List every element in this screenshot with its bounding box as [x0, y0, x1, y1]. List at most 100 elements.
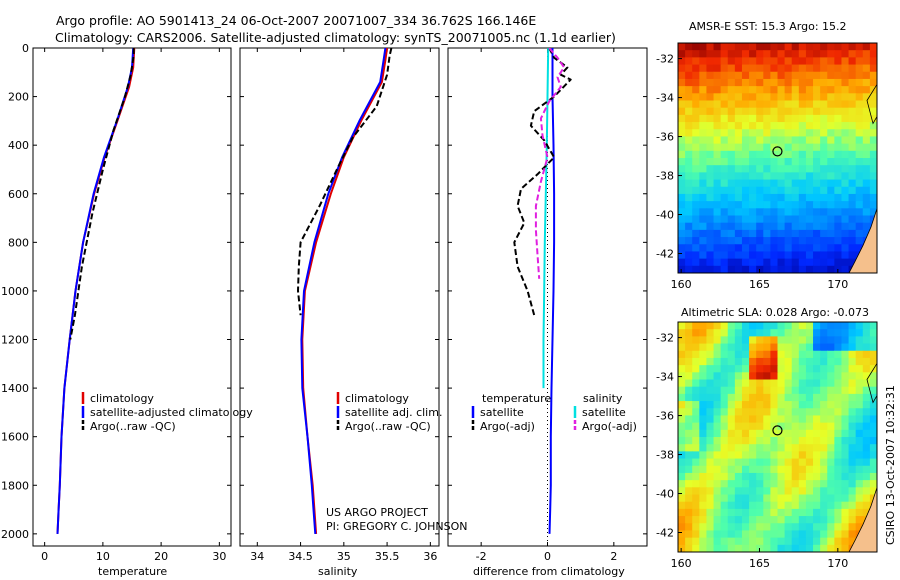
heatmap-cell — [727, 150, 736, 159]
heatmap-cell — [713, 494, 722, 503]
heatmap-cell — [720, 415, 729, 424]
heatmap-cell — [834, 508, 843, 517]
heatmap-cell — [699, 322, 708, 330]
heatmap-cell — [813, 329, 821, 337]
heatmap-cell — [749, 437, 757, 445]
heatmap-cell — [855, 150, 864, 159]
heatmap-cell — [855, 472, 864, 481]
heatmap-cell — [678, 265, 686, 273]
heatmap-cell — [805, 201, 814, 209]
heatmap-cell — [784, 537, 793, 546]
heatmap-cell — [862, 172, 871, 181]
heatmap-cell — [692, 408, 700, 417]
heatmap-cell — [720, 465, 729, 474]
heatmap-cell — [749, 244, 757, 253]
heatmap-cell — [692, 357, 700, 366]
heatmap-cell — [749, 64, 757, 73]
heatmap-cell — [813, 322, 821, 330]
heatmap-cell — [706, 429, 715, 438]
heatmap-cell — [713, 393, 722, 402]
heatmap-cell — [805, 107, 814, 116]
heatmap-cell — [727, 107, 736, 116]
heatmap-cell — [869, 165, 877, 173]
heatmap-cell — [763, 422, 771, 431]
heatmap-cell — [678, 472, 686, 481]
heatmap-cell — [841, 57, 850, 66]
heatmap-cell — [756, 393, 764, 402]
heatmap-cell — [706, 501, 715, 510]
heatmap-cell — [791, 429, 800, 438]
heatmap-cell — [827, 437, 835, 445]
heatmap-cell — [685, 530, 693, 539]
heatmap-cell — [805, 516, 814, 524]
land-mass — [848, 487, 877, 552]
heatmap-cell — [763, 437, 771, 445]
heatmap-cell — [734, 179, 743, 188]
heatmap-cell — [706, 458, 715, 467]
heatmap-cell — [741, 444, 750, 452]
heatmap-cell — [741, 494, 750, 503]
heatmap-cell — [862, 100, 871, 109]
heatmap-cell — [784, 357, 793, 366]
heatmap-cell — [770, 365, 779, 373]
heatmap-cell — [692, 336, 700, 345]
heatmap-cell — [741, 201, 750, 209]
heatmap-cell — [784, 465, 793, 474]
heatmap-cell — [734, 379, 743, 388]
heatmap-cell — [862, 343, 871, 352]
heatmap-cell — [834, 365, 843, 373]
heatmap-cell — [763, 201, 771, 209]
y-tick-label: -42 — [656, 527, 674, 540]
heatmap-cell — [855, 244, 864, 253]
heatmap-cell — [706, 437, 715, 445]
heatmap-cell — [827, 57, 835, 66]
heatmap-cell — [855, 365, 864, 373]
heatmap-cell — [777, 386, 786, 395]
heatmap-cell — [685, 100, 693, 109]
heatmap-cell — [784, 258, 793, 267]
heatmap-cell — [713, 508, 722, 517]
heatmap-cell — [827, 343, 835, 352]
heatmap-cell — [834, 408, 843, 417]
heatmap-cell — [741, 422, 750, 431]
heatmap-cell — [869, 458, 877, 467]
heatmap-cell — [862, 229, 871, 238]
heatmap-cell — [855, 136, 864, 145]
heatmap-cell — [848, 186, 857, 195]
heatmap-cell — [798, 429, 807, 438]
heatmap-cell — [692, 93, 700, 102]
heatmap-cell — [791, 365, 800, 373]
heatmap-cell — [827, 487, 835, 496]
heatmap-cell — [706, 107, 715, 116]
heatmap-cell — [685, 343, 693, 352]
heatmap-cell — [763, 93, 771, 102]
heatmap-cell — [798, 379, 807, 388]
heatmap-cell — [791, 444, 800, 452]
heatmap-cell — [841, 357, 850, 366]
heatmap-cell — [720, 64, 729, 73]
heatmap-cell — [727, 444, 736, 452]
heatmap-cell — [706, 487, 715, 496]
salinity-legend: climatology satellite adj. clim. Argo(..… — [336, 392, 442, 433]
heatmap-cell — [685, 78, 693, 87]
heatmap-cell — [749, 379, 757, 388]
heatmap-cell — [784, 143, 793, 152]
heatmap-cell — [741, 93, 750, 102]
heatmap-cell — [713, 107, 722, 116]
heatmap-cell — [855, 129, 864, 138]
heatmap-cell — [791, 415, 800, 424]
heatmap-cell — [699, 508, 708, 517]
heatmap-cell — [763, 71, 771, 80]
heatmap-cell — [770, 437, 779, 445]
heatmap-cell — [848, 229, 857, 238]
heatmap-cell — [763, 208, 771, 217]
heatmap-cell — [784, 251, 793, 260]
sst-map-axes: 160 165 170-32-34-36-38-40-42 — [656, 53, 848, 291]
heatmap-cell — [741, 393, 750, 402]
heatmap-cell — [791, 343, 800, 352]
heatmap-cell — [827, 114, 835, 123]
heatmap-cell — [699, 350, 708, 359]
heatmap-cell — [784, 179, 793, 188]
heatmap-cell — [820, 244, 828, 253]
heatmap-cell — [770, 136, 779, 145]
